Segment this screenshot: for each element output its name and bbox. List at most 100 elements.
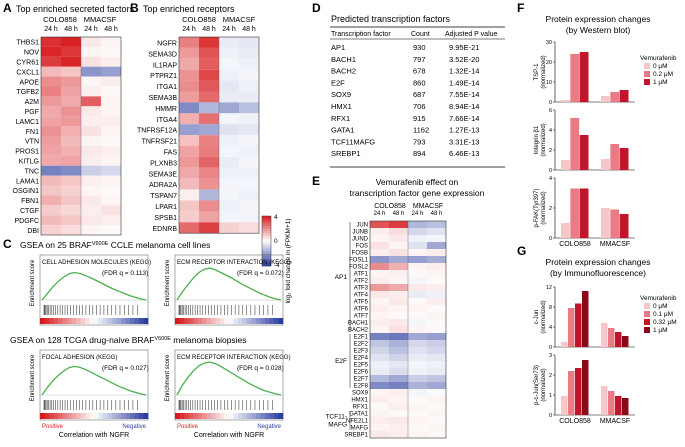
gsea-gradient-1-19 (260, 318, 266, 324)
panelE-cell-3-3 (427, 242, 446, 249)
panelE-cell-18-1 (389, 347, 408, 354)
panelE-cell-25-2 (408, 396, 427, 403)
panelA-cell-11-0 (41, 145, 61, 156)
panelA-cell-1-3 (101, 46, 121, 57)
panelA-cell-17-3 (101, 205, 121, 216)
panelA-cell-0-3 (101, 37, 121, 47)
panelA-cell-9-3 (101, 126, 121, 136)
colorbar-step-1 (262, 218, 271, 222)
panelA-cell-13-1 (61, 165, 81, 176)
panelA-cell-9-2 (81, 126, 101, 136)
gsea-gradient-3-19 (260, 413, 266, 419)
panelG-legend-label-2: 0.32 μM (653, 319, 677, 326)
panelB-cell-4-2 (219, 80, 239, 92)
panelE-gene-label-24: SOX9 (352, 390, 369, 396)
gsea-gradient-3-20 (265, 413, 270, 419)
panelA-cell-2-2 (81, 56, 101, 67)
panelE-cell-28-2 (408, 417, 427, 424)
panelA-cell-7-3 (101, 106, 121, 117)
panelA-gene-label-9: FN1 (26, 129, 39, 136)
gsea-fdr-3: (FDR q = 0.028) (237, 365, 284, 372)
panelB-cell-7-3 (239, 113, 259, 125)
panelE-cell-10-0 (370, 291, 389, 298)
gsea-gradient-2-1 (44, 413, 50, 419)
tf-name-5: HMX1 (331, 102, 352, 111)
panelE-cell-13-2 (408, 312, 427, 319)
panelE-cell-15-3 (427, 326, 446, 333)
panelE-gene-label-25: HMX1 (351, 397, 368, 403)
panelB-cell-13-3 (239, 178, 259, 190)
panelE-cell-22-2 (408, 375, 427, 382)
gsea-gradient-1-14 (238, 318, 243, 324)
panelE-cell-29-3 (427, 424, 446, 431)
panelA-cell-6-2 (81, 96, 101, 107)
gsea-gradient-2-6 (67, 413, 72, 419)
tf-name-1: BACH1 (331, 55, 356, 64)
gsea-gradient-2-17 (116, 413, 122, 419)
gsea-gradient-2-2 (49, 413, 54, 419)
panelG-tick-label-0-1: 4 (549, 325, 552, 331)
panelG-tick-label-0-2: 8 (549, 305, 552, 311)
panel-c: C GSEA on 25 BRAFV600E CCLE melanoma cel… (3, 237, 291, 439)
panelB-cell-10-3 (239, 146, 259, 157)
panelB-cell-16-1 (199, 211, 219, 223)
panelB-gene-label-11: PLXNB3 (150, 160, 177, 167)
panelA-cell-9-1 (61, 126, 81, 136)
gsea-gradient-0-6 (67, 318, 72, 324)
gsea-gradient-1-12 (229, 318, 234, 324)
gsea-gradient-1-5 (197, 318, 203, 324)
panelA-gene-label-15: OSGIN1 (13, 188, 40, 195)
gsea-fdr-0: (FDR q = 0.113) (102, 270, 148, 277)
gsea-gradient-2-15 (107, 413, 113, 419)
panelB-cell-12-1 (199, 167, 219, 179)
panelB-cell-11-0 (179, 156, 199, 168)
panelE-cell-10-3 (427, 291, 446, 298)
panelE-cell-14-2 (408, 319, 427, 326)
panelE-cell-4-0 (370, 249, 389, 256)
panelE-cell-19-2 (408, 354, 427, 361)
panelB-cell-6-0 (179, 102, 199, 114)
panelE-cell-23-2 (408, 382, 427, 389)
panelB-cell-1-0 (179, 47, 199, 59)
gsea-gradient-2-21 (134, 413, 140, 419)
gsea-gradient-0-4 (58, 318, 63, 324)
colorbar-step-12 (262, 246, 271, 249)
gsea-negative-2: Negative (122, 424, 146, 430)
panelE-cell-16-0 (370, 333, 389, 340)
panelB-cell-11-3 (239, 156, 259, 168)
panelB-cell-16-2 (219, 211, 239, 223)
gsea-gradient-2-9 (80, 413, 86, 419)
panelF-tick-label-0-2: 20 (546, 60, 552, 66)
panelE-gene-label-18: E2F3 (354, 348, 369, 354)
panelA-cell-14-2 (81, 175, 101, 186)
panelA-cell-15-3 (101, 185, 121, 196)
tf-name-9: SREBP1 (331, 149, 361, 158)
panelB-cell-17-0 (179, 222, 199, 234)
panelF-ylabel-2: p-FAK(Tyr397) (534, 188, 540, 227)
panelA-cell-13-0 (41, 165, 61, 176)
panelE-cell-12-0 (370, 305, 389, 312)
panelE-cell-30-1 (389, 431, 408, 438)
panelB-cell-5-3 (239, 91, 259, 103)
panelE-cell-17-0 (370, 340, 389, 347)
panelE-cell-24-3 (427, 389, 446, 396)
panelB-cell-10-1 (199, 146, 219, 157)
panelE-cell-0-0 (370, 221, 389, 228)
panelE-cell-10-1 (389, 291, 408, 298)
panelE-gene-label-19: E2F4 (354, 355, 369, 361)
family-label-1-0: E2F (335, 358, 347, 365)
panelF-ylabel2-0: (normalized) (541, 55, 547, 88)
gsea-gradient-0-2 (49, 318, 54, 324)
panelA-cell-3-3 (101, 66, 121, 77)
panelE-cell-23-1 (389, 382, 408, 389)
family-label-0-0: AP1 (335, 274, 348, 281)
tf-pvalue-2: 1.32E-14 (449, 67, 479, 76)
panelB-cell-2-3 (239, 58, 259, 70)
panelF-legend-title: Vemurafenib (640, 55, 677, 62)
panelE-cell-17-3 (427, 340, 446, 347)
panelA-cell-16-1 (61, 195, 81, 206)
tf-count-8: 793 (413, 137, 426, 146)
panelA-gene-label-14: LAMA1 (16, 178, 39, 185)
panel-c-title-top-pre: GSEA on 25 BRAF (20, 240, 92, 250)
panelE-cell-24-2 (408, 389, 427, 396)
